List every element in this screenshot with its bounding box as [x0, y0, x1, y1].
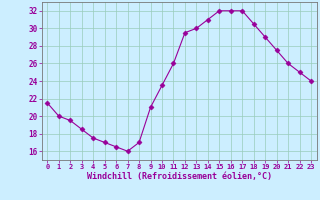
X-axis label: Windchill (Refroidissement éolien,°C): Windchill (Refroidissement éolien,°C) — [87, 172, 272, 181]
